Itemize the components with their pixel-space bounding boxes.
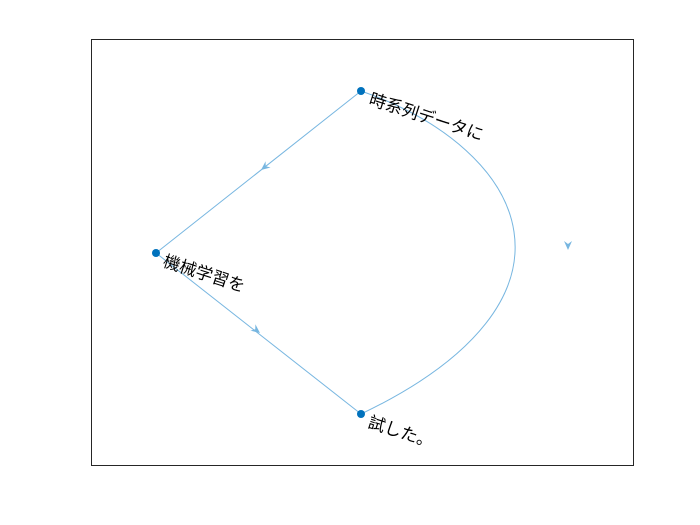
axes-box <box>91 39 634 466</box>
edges <box>155 90 516 415</box>
node-n2 <box>152 249 160 257</box>
node-n3 <box>357 410 365 418</box>
nodes <box>152 87 365 418</box>
edge-arrows <box>250 161 572 333</box>
arrow-n2-n3 <box>250 324 260 333</box>
arrow-n1-n2 <box>261 161 271 170</box>
edge-n2-n3 <box>155 252 362 415</box>
edge-n1-n2 <box>155 90 362 254</box>
node-n1 <box>357 87 365 95</box>
arrow-n1-n3 <box>564 241 572 250</box>
edge-n1-n3 <box>360 90 516 415</box>
